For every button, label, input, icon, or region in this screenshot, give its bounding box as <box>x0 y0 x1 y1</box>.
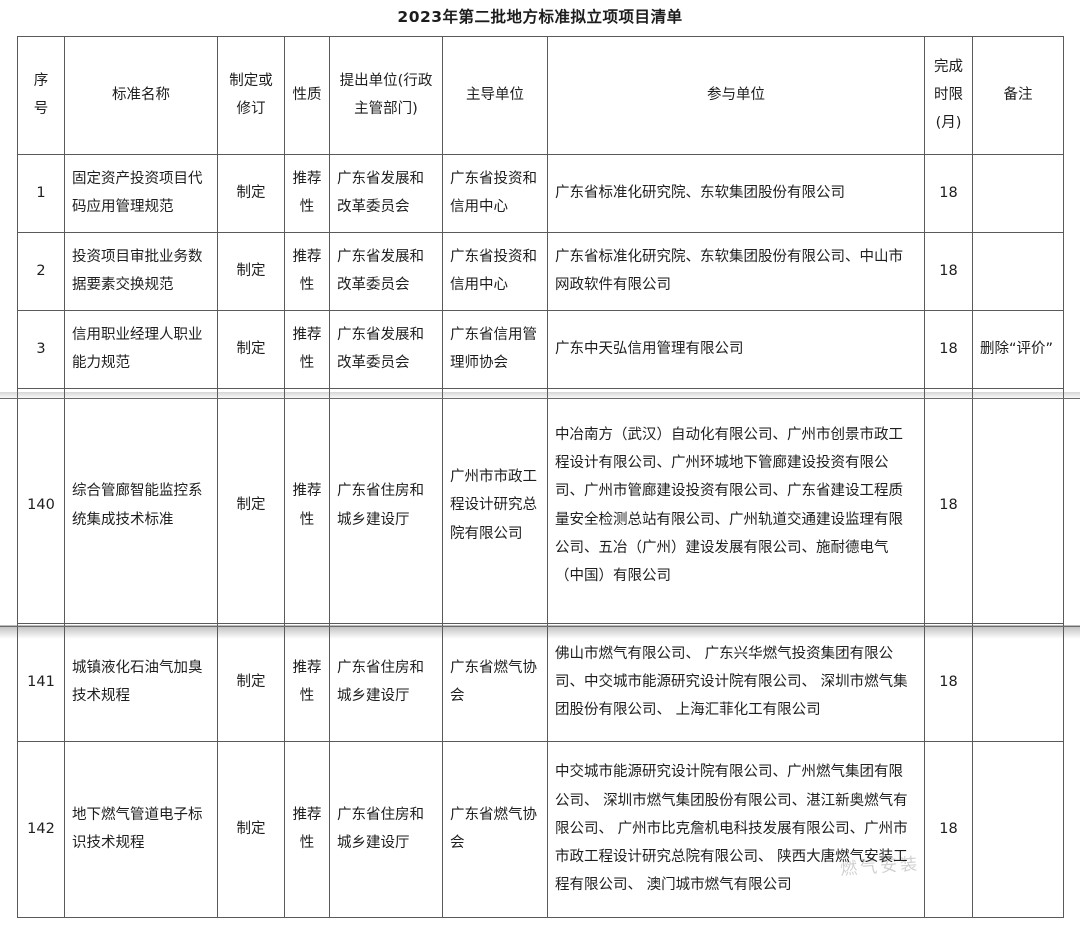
cell-type: 制定 <box>217 387 285 624</box>
header-cell-seq: 序 号 <box>17 35 65 155</box>
cell-lead-unit: 广东省燃气协会 <box>442 622 548 742</box>
cell-nature: 推荐性 <box>284 622 330 742</box>
cell-propose-unit: 广东省发展和改革委员会 <box>329 309 443 389</box>
header-cell-participants: 参与单位 <box>547 35 925 155</box>
cell-name: 地下燃气管道电子标识技术规程 <box>64 740 218 918</box>
cell-seq: 141 <box>17 622 65 742</box>
table-row: 2 投资项目审批业务数据要素交换规范 制定 推荐性 广东省发展和改革委员会 广东… <box>17 231 1064 311</box>
cell-seq: 140 <box>17 387 65 624</box>
cell-months: 18 <box>924 309 973 389</box>
table-header: 序 号 标准名称 制定或 修订 性质 提出单位(行政 主管部门) 主导单位 参与… <box>17 35 1064 155</box>
table-row: 3 信用职业经理人职业能力规范 制定 推荐性 广东省发展和改革委员会 广东省信用… <box>17 309 1064 389</box>
cell-months: 18 <box>924 740 973 918</box>
table-row: 140 综合管廊智能监控系统集成技术标准 制定 推荐性 广东省住房和城乡建设厅 … <box>17 387 1064 624</box>
cell-type: 制定 <box>217 740 285 918</box>
cell-months: 18 <box>924 153 973 233</box>
cell-seq: 3 <box>17 309 65 389</box>
table-row: 142 地下燃气管道电子标识技术规程 制定 推荐性 广东省住房和城乡建设厅 广东… <box>17 740 1064 918</box>
cell-lead-unit: 广东省投资和信用中心 <box>442 153 548 233</box>
cell-participants: 佛山市燃气有限公司、 广东兴华燃气投资集团有限公司、中交城市能源研究设计院有限公… <box>547 622 925 742</box>
cell-nature: 推荐性 <box>284 387 330 624</box>
cell-remark <box>972 231 1064 311</box>
cell-lead-unit: 广东省燃气协会 <box>442 740 548 918</box>
header-cell-nature: 性质 <box>284 35 330 155</box>
cell-seq: 142 <box>17 740 65 918</box>
header-cell-name: 标准名称 <box>64 35 218 155</box>
cell-remark <box>972 740 1064 918</box>
cell-type: 制定 <box>217 231 285 311</box>
table-body: 1 固定资产投资项目代码应用管理规范 制定 推荐性 广东省发展和改革委员会 广东… <box>17 153 1064 918</box>
cell-lead-unit: 广东省投资和信用中心 <box>442 231 548 311</box>
standards-listing-table: 序 号 标准名称 制定或 修订 性质 提出单位(行政 主管部门) 主导单位 参与… <box>17 35 1064 918</box>
header-propose-line1: 提出单位(行政 <box>339 72 433 89</box>
header-type-line2: 修订 <box>236 101 266 118</box>
header-months-line3: (月) <box>935 115 962 132</box>
cell-participants: 广东中天弘信用管理有限公司 <box>547 309 925 389</box>
header-seq-line2: 号 <box>33 101 49 118</box>
cell-seq: 1 <box>17 153 65 233</box>
cell-participants: 广东省标准化研究院、东软集团股份有限公司、中山市网政软件有限公司 <box>547 231 925 311</box>
cell-participants: 中交城市能源研究设计院有限公司、广州燃气集团有限公司、 深圳市燃气集团股份有限公… <box>547 740 925 918</box>
cell-name: 城镇液化石油气加臭技术规程 <box>64 622 218 742</box>
cell-remark: 删除“评价” <box>972 309 1064 389</box>
cell-nature: 推荐性 <box>284 740 330 918</box>
cell-nature: 推荐性 <box>284 153 330 233</box>
cell-participants: 中冶南方（武汉）自动化有限公司、广州市创景市政工程设计有限公司、广州环城地下管廊… <box>547 387 925 624</box>
cell-propose-unit: 广东省住房和城乡建设厅 <box>329 740 443 918</box>
cell-lead-unit: 广东省信用管理师协会 <box>442 309 548 389</box>
cell-name: 固定资产投资项目代码应用管理规范 <box>64 153 218 233</box>
header-months-line2: 时限 <box>934 86 963 103</box>
table-row: 1 固定资产投资项目代码应用管理规范 制定 推荐性 广东省发展和改革委员会 广东… <box>17 153 1064 233</box>
cell-participants: 广东省标准化研究院、东软集团股份有限公司 <box>547 153 925 233</box>
table-row: 141 城镇液化石油气加臭技术规程 制定 推荐性 广东省住房和城乡建设厅 广东省… <box>17 622 1064 742</box>
cell-name: 信用职业经理人职业能力规范 <box>64 309 218 389</box>
header-cell-type: 制定或 修订 <box>217 35 285 155</box>
header-propose-line2: 主管部门) <box>354 101 418 118</box>
header-seq-line1: 序 <box>33 72 49 89</box>
header-type-line1: 制定或 <box>229 72 273 89</box>
cell-type: 制定 <box>217 309 285 389</box>
header-months-line1: 完成 <box>934 58 963 75</box>
cell-nature: 推荐性 <box>284 309 330 389</box>
cell-name: 综合管廊智能监控系统集成技术标准 <box>64 387 218 624</box>
header-cell-propose: 提出单位(行政 主管部门) <box>329 35 443 155</box>
header-cell-lead: 主导单位 <box>442 35 548 155</box>
cell-remark <box>972 622 1064 742</box>
cell-nature: 推荐性 <box>284 231 330 311</box>
cell-type: 制定 <box>217 622 285 742</box>
cell-propose-unit: 广东省发展和改革委员会 <box>329 231 443 311</box>
cell-months: 18 <box>924 231 973 311</box>
cell-name: 投资项目审批业务数据要素交换规范 <box>64 231 218 311</box>
header-cell-months: 完成 时限 (月) <box>924 35 973 155</box>
page-title: 2023年第二批地方标准拟立项项目清单 <box>397 8 683 26</box>
header-cell-remark: 备注 <box>972 35 1064 155</box>
cell-propose-unit: 广东省住房和城乡建设厅 <box>329 387 443 624</box>
cell-remark <box>972 153 1064 233</box>
cell-months: 18 <box>924 622 973 742</box>
header-row: 序 号 标准名称 制定或 修订 性质 提出单位(行政 主管部门) 主导单位 参与… <box>17 35 1064 155</box>
cell-months: 18 <box>924 387 973 624</box>
cell-seq: 2 <box>17 231 65 311</box>
cell-lead-unit: 广州市市政工程设计研究总院有限公司 <box>442 387 548 624</box>
cell-remark <box>972 387 1064 624</box>
cell-propose-unit: 广东省发展和改革委员会 <box>329 153 443 233</box>
cell-propose-unit: 广东省住房和城乡建设厅 <box>329 622 443 742</box>
cell-type: 制定 <box>217 153 285 233</box>
